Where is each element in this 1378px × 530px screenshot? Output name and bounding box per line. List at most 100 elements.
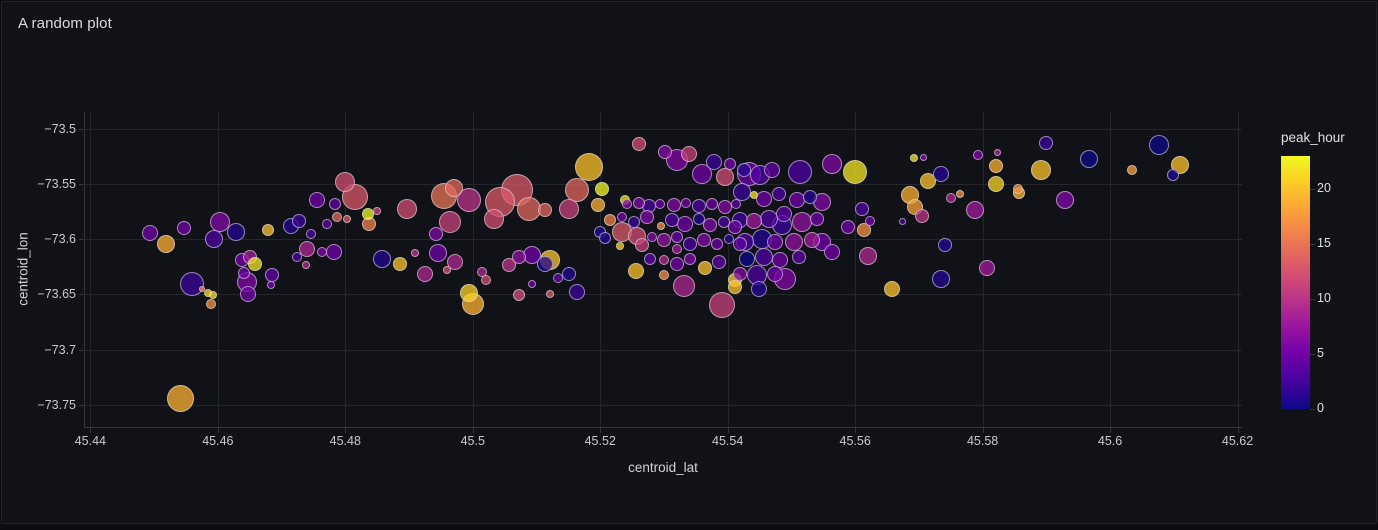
bubble[interactable] <box>574 153 603 182</box>
bubble[interactable] <box>716 167 735 186</box>
bubble[interactable] <box>1166 168 1179 181</box>
bubble[interactable] <box>373 207 382 216</box>
bubble[interactable] <box>308 192 325 208</box>
bubble[interactable] <box>671 243 682 254</box>
bubble[interactable] <box>646 231 657 242</box>
bubble[interactable] <box>717 215 730 228</box>
bubble[interactable] <box>438 210 461 233</box>
bubble[interactable] <box>481 274 492 285</box>
bubble[interactable] <box>442 266 451 275</box>
bubble[interactable] <box>692 198 706 213</box>
bubble[interactable] <box>840 220 855 235</box>
bubble[interactable] <box>316 247 327 258</box>
bubble[interactable] <box>632 136 647 151</box>
bubble[interactable] <box>545 289 554 298</box>
bubble[interactable] <box>261 224 274 236</box>
bubble[interactable] <box>672 275 695 298</box>
bubble[interactable] <box>341 184 368 211</box>
bubble[interactable] <box>516 197 541 222</box>
bubble[interactable] <box>788 160 813 184</box>
bubble[interactable] <box>590 197 605 212</box>
panel-title[interactable]: A random plot <box>18 15 112 32</box>
bubble[interactable] <box>635 238 650 252</box>
bubble[interactable] <box>237 267 250 280</box>
bubble[interactable] <box>553 272 564 283</box>
bubble[interactable] <box>979 260 996 277</box>
bubble[interactable] <box>305 228 316 239</box>
bubble[interactable] <box>676 215 693 232</box>
bubble[interactable] <box>643 253 656 266</box>
bubble[interactable] <box>705 197 718 210</box>
bubble[interactable] <box>766 234 783 251</box>
bubble[interactable] <box>428 226 443 241</box>
bubble[interactable] <box>565 177 590 202</box>
bubble[interactable] <box>824 244 841 261</box>
bubble[interactable] <box>792 250 807 265</box>
bubble[interactable] <box>512 288 525 301</box>
bubble[interactable] <box>708 292 735 318</box>
bubble[interactable] <box>459 283 478 302</box>
bubble[interactable] <box>732 237 747 252</box>
bubble[interactable] <box>658 255 669 265</box>
bubble[interactable] <box>332 212 342 222</box>
bubble[interactable] <box>446 254 463 270</box>
bubble[interactable] <box>737 163 752 177</box>
bubble[interactable] <box>920 173 937 190</box>
bubble[interactable] <box>1039 135 1054 150</box>
bubble[interactable] <box>728 280 743 295</box>
bubble[interactable] <box>932 165 949 182</box>
bubble[interactable] <box>633 196 646 209</box>
bubble[interactable] <box>702 218 717 233</box>
bubble[interactable] <box>372 250 391 269</box>
bubble[interactable] <box>920 154 928 162</box>
bubble[interactable] <box>561 267 576 282</box>
bubble[interactable] <box>915 209 930 223</box>
bubble[interactable] <box>595 181 610 196</box>
bubble[interactable] <box>733 267 748 282</box>
bubble[interactable] <box>683 237 698 252</box>
bubble[interactable] <box>1127 165 1138 175</box>
bubble[interactable] <box>655 198 666 209</box>
bubble[interactable] <box>857 223 872 237</box>
bubble[interactable] <box>205 230 223 249</box>
bubble[interactable] <box>428 244 447 263</box>
bubble[interactable] <box>657 145 672 160</box>
bubble[interactable] <box>397 199 418 220</box>
bubble[interactable] <box>628 215 640 228</box>
bubble[interactable] <box>537 203 552 218</box>
bubble[interactable] <box>932 269 951 288</box>
bubble[interactable] <box>568 284 585 300</box>
bubble[interactable] <box>855 202 870 217</box>
bubble[interactable] <box>784 233 803 252</box>
bubble[interactable] <box>393 256 408 271</box>
bubble[interactable] <box>987 175 1004 192</box>
bubble[interactable] <box>772 186 787 201</box>
bubble[interactable] <box>973 150 984 160</box>
bubble[interactable] <box>988 158 1003 173</box>
bubble[interactable] <box>745 212 762 229</box>
bubble[interactable] <box>656 222 665 231</box>
bubble[interactable] <box>706 153 723 170</box>
bubble[interactable] <box>667 197 682 212</box>
bubble[interactable] <box>247 256 262 271</box>
bubble[interactable] <box>329 197 342 210</box>
bubble[interactable] <box>265 268 279 282</box>
bubble[interactable] <box>681 197 692 208</box>
bubble[interactable] <box>884 281 901 298</box>
bubble[interactable] <box>791 211 812 232</box>
bubble[interactable] <box>764 162 781 178</box>
bubble[interactable] <box>750 281 767 298</box>
bubble[interactable] <box>456 188 481 212</box>
bubble[interactable] <box>803 232 820 249</box>
bubble[interactable] <box>822 153 843 174</box>
bubble[interactable] <box>724 157 737 170</box>
bubble[interactable] <box>301 260 310 269</box>
bubble[interactable] <box>697 233 712 248</box>
bubble[interactable] <box>299 240 316 257</box>
bubble[interactable] <box>627 263 644 280</box>
bubble[interactable] <box>325 244 342 261</box>
bubble[interactable] <box>956 189 965 198</box>
bubble[interactable] <box>728 220 743 235</box>
bubble[interactable] <box>809 211 824 226</box>
bubble[interactable] <box>167 384 195 412</box>
